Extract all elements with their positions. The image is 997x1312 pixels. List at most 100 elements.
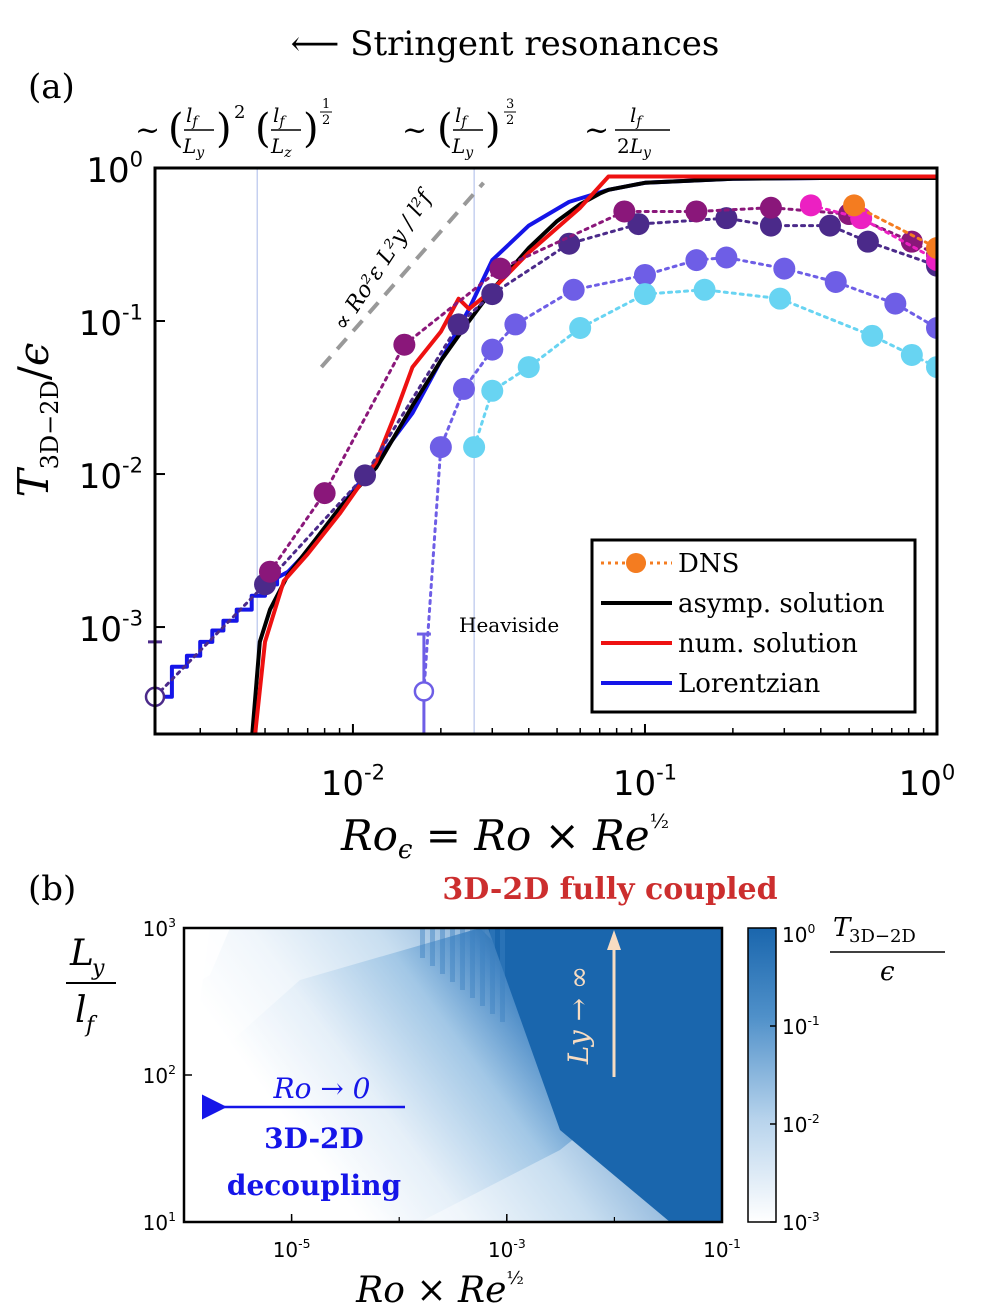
dns-series-0-point — [447, 313, 470, 336]
colorbar-tick-label: 10-2 — [782, 1111, 820, 1137]
heatmap-stripe — [470, 928, 475, 998]
legend-label-2: num. solution — [678, 629, 858, 659]
svg-text:l: l — [75, 990, 87, 1031]
panel-b-ylabel: L y l f — [66, 933, 116, 1038]
svg-text:T: T — [833, 913, 852, 943]
panel-b-heatmap: 3D-2D fully coupled 10-5 10-3 10-1 101 102 10… — [66, 872, 945, 1311]
panel-a-ytick-label: 100 — [86, 147, 143, 191]
panel-b-ytick-label: 103 — [143, 915, 176, 941]
svg-text:lf: lf — [186, 103, 200, 130]
dns-series-0-point — [818, 214, 841, 237]
panel-a-xtick-label: 10-1 — [613, 760, 677, 804]
svg-text:(: ( — [437, 106, 453, 152]
ly-arrow-head — [607, 930, 621, 950]
dns-series-0-point — [354, 464, 377, 487]
dns-series-0-point — [856, 230, 879, 253]
heatmap-stripe — [420, 928, 425, 958]
svg-text:~: ~ — [584, 113, 609, 148]
panel-b-ytick-label: 101 — [143, 1209, 176, 1235]
dns-series-1-point — [759, 196, 782, 219]
dns-series-4-point — [715, 246, 738, 269]
scaling-annotation-1: ~ ( lf Ly ) 2 ( lf Lz ) 1 2 — [135, 97, 332, 161]
dns-series-5-point — [900, 343, 923, 366]
dns-series-4-point — [824, 270, 847, 293]
heaviside-label: Heaviside — [459, 613, 559, 637]
dns-series-0-point — [715, 207, 738, 230]
colorbar-tick-label: 100 — [782, 921, 815, 947]
dns-open-point-4 — [413, 681, 435, 702]
svg-text:1: 1 — [322, 97, 330, 112]
svg-text:lf: lf — [273, 103, 287, 130]
colorbar-tick-label: 10-3 — [782, 1209, 820, 1235]
dns-series-4-point — [429, 436, 452, 459]
dns-series-4-point — [773, 257, 796, 280]
panel-b-xtick-label: 10-5 — [273, 1236, 311, 1262]
legend-label-0: DNS — [678, 549, 739, 579]
svg-text:): ) — [303, 106, 319, 152]
dns-series-5-point — [926, 356, 937, 379]
dns-series-0-point — [759, 214, 782, 237]
svg-text:Lz: Lz — [270, 134, 292, 161]
panel-a-xtick-label: 100 — [899, 760, 956, 804]
dns-series-4-point — [562, 278, 585, 301]
dns-series-1-point — [489, 257, 512, 280]
dns-series-5-point — [481, 379, 504, 402]
heatmap-stripe — [440, 928, 445, 974]
colorbar-title: T 3D−2D ϵ — [830, 913, 945, 987]
dns-series-5-point — [633, 283, 656, 306]
dns-series-1-point — [900, 230, 923, 253]
num-solution-curve — [253, 174, 937, 734]
legend-label-1: asymp. solution — [678, 589, 885, 619]
svg-text:~: ~ — [135, 113, 160, 148]
dns-series-1-point — [313, 482, 336, 505]
svg-text:(: ( — [255, 106, 271, 152]
dns-series-4-point — [504, 313, 527, 336]
dns-series-4-point — [926, 317, 937, 340]
svg-text:): ) — [216, 106, 232, 152]
panel-a-xlabel: Roϵ = Ro × Re½ — [340, 809, 669, 865]
ly-arrow-label: Ly → ∞ — [562, 966, 595, 1066]
dns-series-5-point — [861, 324, 884, 347]
slope-guide-line — [319, 181, 486, 369]
svg-text:f: f — [84, 1013, 98, 1038]
svg-text:(: ( — [168, 106, 184, 152]
dns-series-4-point — [884, 292, 907, 315]
ro-arrow-label: Ro → 0 — [272, 1072, 370, 1105]
dns-series-1-point — [393, 333, 416, 356]
svg-text:Ly: Ly — [182, 134, 205, 161]
heatmap-stripe — [450, 928, 455, 982]
dns-series-1-point — [685, 200, 708, 223]
decoupling-line-1: 3D-2D — [264, 1122, 364, 1155]
heatmap-saturated-region — [488, 928, 722, 1222]
panel-b-xlabel: Ro × Re½ — [355, 1268, 524, 1311]
dns-series-3-point — [843, 194, 866, 217]
svg-text:): ) — [485, 106, 501, 152]
figure-header: ⟵ Stringent resonances — [291, 24, 720, 64]
panel-b-label: (b) — [28, 869, 76, 909]
panel-a-frame — [153, 166, 939, 736]
svg-text:~: ~ — [402, 113, 427, 148]
legend-marker-dns — [626, 553, 646, 573]
legend-label-3: Lorentzian — [678, 669, 820, 699]
dns-series-1-point — [613, 200, 636, 223]
coupled-label: 3D-2D fully coupled — [442, 872, 777, 907]
colorbar-tick-label: 10-1 — [782, 1013, 820, 1039]
panel-a-ytick-label: 10-2 — [79, 453, 143, 497]
svg-text:2: 2 — [234, 102, 245, 123]
svg-text:L: L — [69, 933, 94, 974]
svg-text:2: 2 — [322, 113, 330, 128]
dns-series-4-point — [633, 263, 656, 286]
heatmap-stripe — [500, 928, 505, 1022]
scaling-annotation-2: ~ ( lf Ly ) 3 2 — [402, 97, 516, 161]
panel-a-xtick-label: 10-2 — [321, 760, 385, 804]
dns-series-0-point — [627, 213, 650, 236]
svg-text:ϵ: ϵ — [880, 957, 895, 987]
dns-series-5-point — [463, 436, 486, 459]
colorbar — [747, 927, 777, 1223]
dns-series-5-point — [569, 317, 592, 340]
panel-a-ytick-label: 10-3 — [79, 606, 143, 650]
dns-series-5-line — [472, 288, 937, 449]
svg-text:lf: lf — [630, 103, 644, 130]
